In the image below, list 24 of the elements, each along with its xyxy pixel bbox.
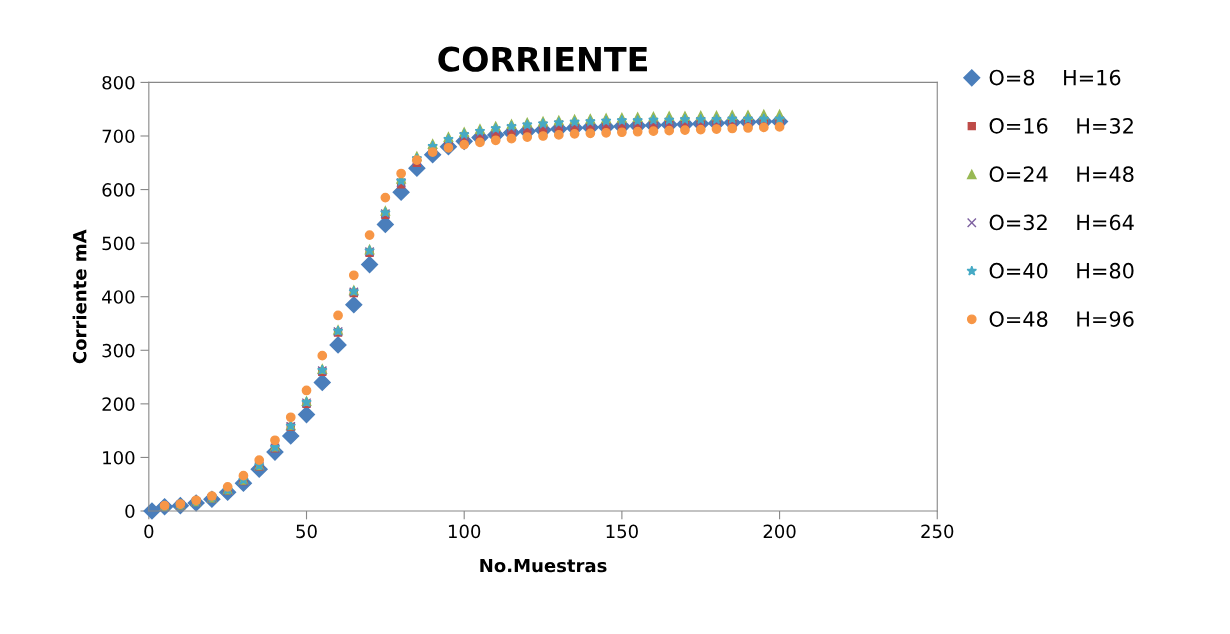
legend-label: O=32 H=64 <box>989 214 1134 231</box>
x-tick-label: 250 <box>921 524 954 539</box>
x-tick-label: 50 <box>296 524 317 539</box>
y-tick-label: 500 <box>102 236 135 251</box>
y-tick-label: 200 <box>102 397 135 411</box>
legend-label: O=8 H=16 <box>989 69 1121 86</box>
x-tick-label: 100 <box>448 524 481 539</box>
y-tick-label: 700 <box>102 129 135 144</box>
legend-label: O=24 H=48 <box>989 166 1134 183</box>
x-tick-label: 150 <box>606 524 638 539</box>
y-tick-label: 400 <box>102 290 135 304</box>
y-tick-label: 300 <box>102 343 135 358</box>
legend-label: O=40 H=80 <box>989 262 1134 279</box>
x-tick-label: 0 <box>144 524 154 539</box>
chart-title: CORRIENTE <box>438 46 647 72</box>
legend-label: O=16 H=32 <box>989 117 1133 134</box>
y-tick-label: 600 <box>102 183 135 197</box>
y-tick-label: 100 <box>103 450 135 465</box>
y-tick-label: 0 <box>125 504 135 519</box>
x-axis-title: No.Muestras <box>480 558 607 573</box>
x-tick-label: 200 <box>763 524 796 539</box>
legend-label: O=48 H=96 <box>989 311 1134 327</box>
y-axis-title: Corriente mA <box>72 229 87 364</box>
y-tick-label: 800 <box>102 75 135 90</box>
